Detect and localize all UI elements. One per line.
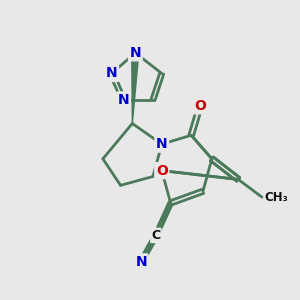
Text: N: N: [130, 46, 141, 60]
Text: CH₃: CH₃: [265, 190, 289, 204]
Text: N: N: [106, 66, 118, 80]
Text: N: N: [156, 137, 168, 151]
Text: N: N: [135, 255, 147, 269]
Text: O: O: [156, 164, 168, 178]
Text: C: C: [151, 229, 160, 242]
Text: O: O: [194, 99, 206, 113]
Text: N: N: [118, 93, 129, 107]
Polygon shape: [132, 53, 139, 124]
